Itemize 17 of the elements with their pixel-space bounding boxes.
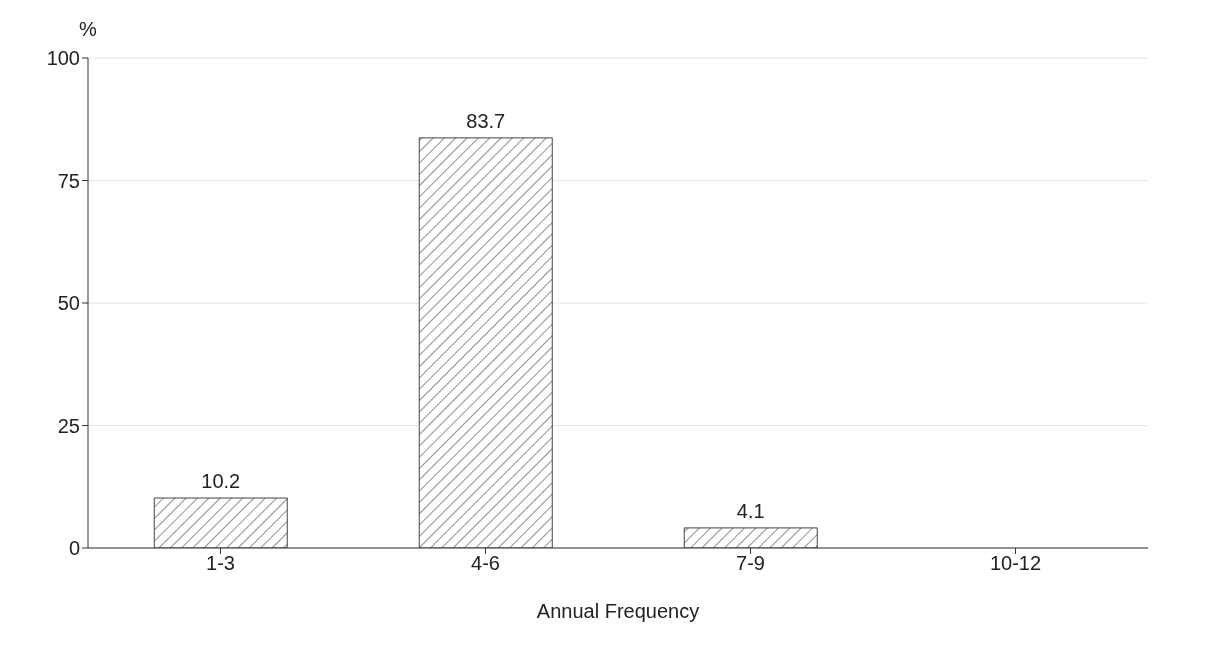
data-label: 10.2	[201, 470, 241, 493]
bar	[683, 527, 818, 548]
x-tick-label: 7-9	[736, 552, 765, 575]
y-tick-label: 0	[68, 537, 80, 560]
x-axis-title: Annual Frequency	[536, 600, 700, 622]
y-axis-title: %	[79, 18, 98, 40]
x-tick-label: 4-6	[471, 552, 500, 575]
y-tick-label: 75	[57, 169, 80, 192]
y-tick-label: 100	[46, 47, 80, 70]
data-label: 83.7	[466, 109, 506, 132]
bar	[418, 137, 553, 548]
data-label: 4.1	[736, 499, 765, 522]
bar	[153, 497, 288, 548]
y-tick-label: 25	[57, 414, 80, 437]
y-tick-label: 50	[57, 292, 80, 315]
x-tick-label: 1-3	[206, 552, 235, 575]
x-tick-label: 10-12	[989, 552, 1042, 575]
